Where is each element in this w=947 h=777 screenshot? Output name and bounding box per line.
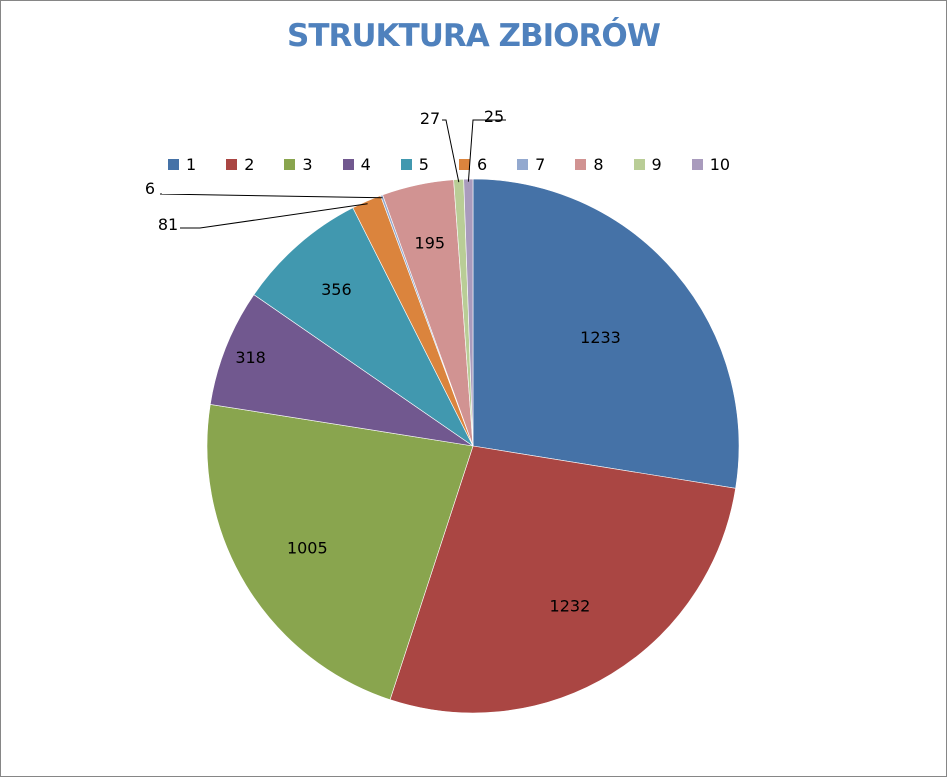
data-label: 1005 — [287, 539, 328, 558]
data-label: 318 — [235, 348, 266, 367]
pie-slice-5 — [253, 207, 474, 447]
data-label: 1233 — [580, 328, 621, 347]
data-label: 27 — [420, 109, 440, 128]
legend-item-9: 9 — [633, 155, 662, 174]
data-label: 1232 — [550, 597, 591, 616]
pie-slice-2 — [389, 445, 736, 714]
legend-swatch — [400, 159, 412, 170]
legend-item-7: 7 — [517, 155, 545, 174]
legend-label: 8 — [593, 155, 604, 174]
data-label: 195 — [415, 233, 446, 252]
legend-swatch — [691, 159, 703, 170]
pie-slice-4 — [209, 294, 474, 447]
legend-item-6: 6 — [458, 155, 488, 174]
legend-swatch — [633, 159, 645, 170]
leader-line — [159, 193, 383, 199]
legend-item-10: 10 — [691, 155, 731, 174]
data-label: 356 — [321, 280, 352, 299]
legend-item-5: 5 — [400, 155, 429, 174]
legend-swatch — [458, 159, 470, 170]
legend-swatch — [342, 159, 354, 170]
legend-label: 2 — [244, 155, 255, 174]
legend-label: 4 — [360, 155, 371, 174]
leader-line — [467, 119, 506, 182]
data-label: 6 — [145, 179, 155, 198]
legend-item-1: 1 — [168, 155, 196, 174]
legend-item-2: 2 — [226, 155, 254, 174]
pie-slice-3 — [206, 404, 474, 701]
data-label: 25 — [484, 107, 504, 126]
legend-label: 5 — [418, 155, 429, 174]
pie-slice-1 — [472, 178, 740, 489]
legend: 1 2 3 4 5 6 7 8 9 10 — [168, 155, 730, 174]
legend-label: 9 — [651, 155, 662, 174]
legend-item-3: 3 — [284, 155, 313, 174]
legend-label: 1 — [186, 155, 197, 174]
legend-swatch — [226, 159, 238, 170]
legend-label: 10 — [709, 155, 731, 174]
legend-label: 3 — [302, 155, 313, 174]
legend-item-4: 4 — [342, 155, 371, 174]
legend-label: 7 — [535, 155, 546, 174]
chart-title: STRUKTURA ZBIORÓW — [287, 18, 661, 54]
legend-swatch — [517, 159, 529, 170]
legend-swatch — [575, 159, 587, 170]
legend-swatch — [284, 159, 296, 170]
legend-swatch — [168, 159, 179, 170]
leader-line — [442, 119, 460, 183]
legend-item-8: 8 — [575, 155, 604, 174]
legend-label: 6 — [476, 155, 488, 174]
leader-line — [180, 203, 368, 229]
data-label: 81 — [158, 215, 178, 234]
